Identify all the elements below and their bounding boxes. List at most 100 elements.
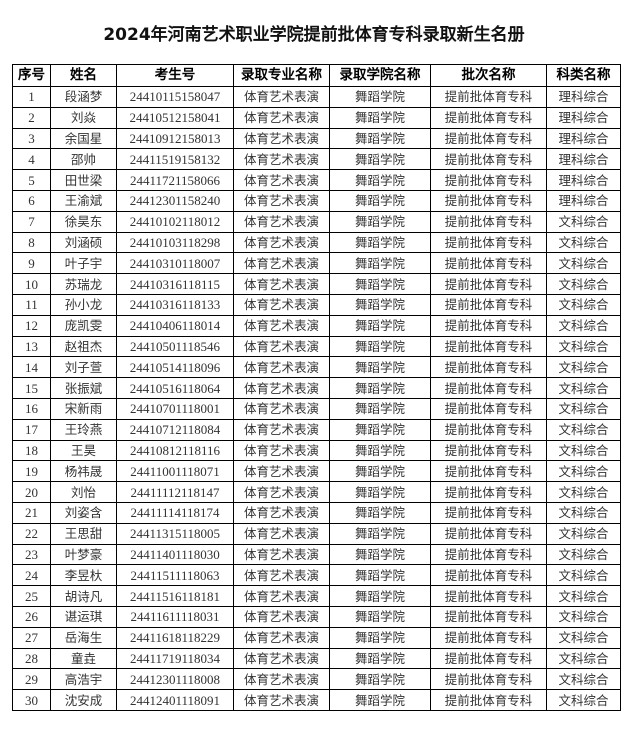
cell-category: 文科综合 (546, 543, 621, 566)
table-row: 1 段涵梦 24410115158047 体育艺术表演 舞蹈学院 提前批体育专科 理科综合 (12, 86, 621, 108)
header-col-index: 序号 (12, 64, 51, 87)
cell-category: 文科综合 (546, 252, 621, 275)
header-col-major: 录取专业名称 (233, 64, 330, 87)
cell-name: 胡诗凡 (50, 585, 117, 607)
table-row: 22 王思甜 24411315118005 体育艺术表演 舞蹈学院 提前批体育专科 文科综合 (12, 522, 621, 545)
cell-batch: 提前批体育专科 (430, 626, 547, 649)
cell-batch: 提前批体育专科 (430, 189, 547, 212)
cell-major: 体育艺术表演 (233, 647, 330, 670)
cell-name: 刘焱 (50, 106, 117, 129)
cell-college: 舞蹈学院 (329, 86, 431, 108)
cell-exam-number: 24410102118012 (116, 210, 234, 233)
table-row: 11 孙小龙 24410316118133 体育艺术表演 舞蹈学院 提前批体育专科 文科综合 (12, 293, 621, 316)
cell-exam-number: 24411315118005 (116, 522, 234, 545)
cell-college: 舞蹈学院 (329, 605, 431, 628)
cell-index: 1 (12, 86, 51, 108)
cell-index: 25 (12, 585, 51, 607)
cell-college: 舞蹈学院 (329, 564, 431, 587)
cell-name: 刘姿含 (50, 501, 117, 524)
cell-college: 舞蹈学院 (329, 106, 431, 129)
cell-batch: 提前批体育专科 (430, 293, 547, 316)
cell-batch: 提前批体育专科 (430, 106, 547, 129)
cell-college: 舞蹈学院 (329, 335, 431, 358)
cell-batch: 提前批体育专科 (430, 605, 547, 628)
cell-index: 15 (12, 377, 51, 399)
document-title: 2024年河南艺术职业学院提前批体育专科录取新生名册 (103, 25, 525, 45)
cell-major: 体育艺术表演 (233, 273, 330, 295)
cell-exam-number: 24411516118181 (116, 585, 234, 607)
cell-batch: 提前批体育专科 (430, 252, 547, 275)
cell-major: 体育艺术表演 (233, 481, 330, 503)
cell-exam-number: 24411719118034 (116, 647, 234, 670)
cell-college: 舞蹈学院 (329, 460, 431, 483)
cell-index: 28 (12, 647, 51, 670)
cell-college: 舞蹈学院 (329, 668, 431, 691)
cell-index: 11 (12, 293, 51, 316)
cell-college: 舞蹈学院 (329, 293, 431, 316)
table-row: 17 王玲燕 24410712118084 体育艺术表演 舞蹈学院 提前批体育专科 文科综合 (12, 418, 621, 441)
cell-exam-number: 24411401118030 (116, 543, 234, 566)
cell-category: 文科综合 (546, 585, 621, 607)
cell-exam-number: 24411721158066 (116, 169, 234, 191)
table-row: 19 杨祎晟 24411001118071 体育艺术表演 舞蹈学院 提前批体育专科 文科综合 (12, 460, 621, 483)
cell-major: 体育艺术表演 (233, 689, 330, 711)
cell-category: 文科综合 (546, 314, 621, 337)
cell-batch: 提前批体育专科 (430, 210, 547, 233)
cell-category: 文科综合 (546, 460, 621, 483)
cell-name: 童垚 (50, 647, 117, 670)
cell-major: 体育艺术表演 (233, 501, 330, 524)
cell-category: 文科综合 (546, 647, 621, 670)
header-col-college: 录取学院名称 (329, 64, 431, 87)
cell-major: 体育艺术表演 (233, 356, 330, 379)
cell-batch: 提前批体育专科 (430, 377, 547, 399)
table-row: 7 徐昊东 24410102118012 体育艺术表演 舞蹈学院 提前批体育专科 文科综合 (12, 210, 621, 233)
cell-name: 张振斌 (50, 377, 117, 399)
table-row: 14 刘子萱 24410514118096 体育艺术表演 舞蹈学院 提前批体育专科 文科综合 (12, 356, 621, 379)
cell-exam-number: 24412301118008 (116, 668, 234, 691)
cell-name: 岳海生 (50, 626, 117, 649)
admission-table: 序号 姓名 考生号 录取专业名称 录取学院名称 批次名称 科类名称 1 段涵梦 24410115… (12, 64, 621, 711)
cell-index: 3 (12, 127, 51, 150)
cell-college: 舞蹈学院 (329, 626, 431, 649)
cell-name: 余国星 (50, 127, 117, 150)
cell-college: 舞蹈学院 (329, 169, 431, 191)
cell-category: 文科综合 (546, 501, 621, 524)
cell-index: 17 (12, 418, 51, 441)
cell-name: 谌运琪 (50, 605, 117, 628)
cell-name: 王玲燕 (50, 418, 117, 441)
cell-college: 舞蹈学院 (329, 501, 431, 524)
cell-index: 16 (12, 397, 51, 420)
cell-exam-number: 24412301158240 (116, 189, 234, 212)
cell-index: 19 (12, 460, 51, 483)
table-row: 27 岳海生 24411618118229 体育艺术表演 舞蹈学院 提前批体育专科 文科综合 (12, 626, 621, 649)
cell-name: 宋新雨 (50, 397, 117, 420)
cell-batch: 提前批体育专科 (430, 169, 547, 191)
cell-index: 6 (12, 189, 51, 212)
cell-batch: 提前批体育专科 (430, 231, 547, 254)
cell-batch: 提前批体育专科 (430, 668, 547, 691)
cell-batch: 提前批体育专科 (430, 689, 547, 711)
cell-name: 王昊 (50, 439, 117, 462)
cell-index: 18 (12, 439, 51, 462)
cell-major: 体育艺术表演 (233, 543, 330, 566)
cell-major: 体育艺术表演 (233, 397, 330, 420)
cell-exam-number: 24410712118084 (116, 418, 234, 441)
cell-exam-number: 24410115158047 (116, 86, 234, 108)
cell-index: 14 (12, 356, 51, 379)
cell-major: 体育艺术表演 (233, 293, 330, 316)
cell-batch: 提前批体育专科 (430, 335, 547, 358)
cell-index: 22 (12, 522, 51, 545)
table-row: 12 庞凯雯 24410406118014 体育艺术表演 舞蹈学院 提前批体育专科 文科综合 (12, 314, 621, 337)
cell-major: 体育艺术表演 (233, 86, 330, 108)
cell-exam-number: 24410512158041 (116, 106, 234, 129)
cell-college: 舞蹈学院 (329, 189, 431, 212)
cell-category: 文科综合 (546, 231, 621, 254)
cell-category: 文科综合 (546, 626, 621, 649)
cell-index: 2 (12, 106, 51, 129)
cell-major: 体育艺术表演 (233, 460, 330, 483)
cell-major: 体育艺术表演 (233, 127, 330, 150)
table-row: 5 田世梁 24411721158066 体育艺术表演 舞蹈学院 提前批体育专科 理科综合 (12, 169, 621, 191)
cell-batch: 提前批体育专科 (430, 86, 547, 108)
cell-name: 苏瑞龙 (50, 273, 117, 295)
cell-major: 体育艺术表演 (233, 439, 330, 462)
